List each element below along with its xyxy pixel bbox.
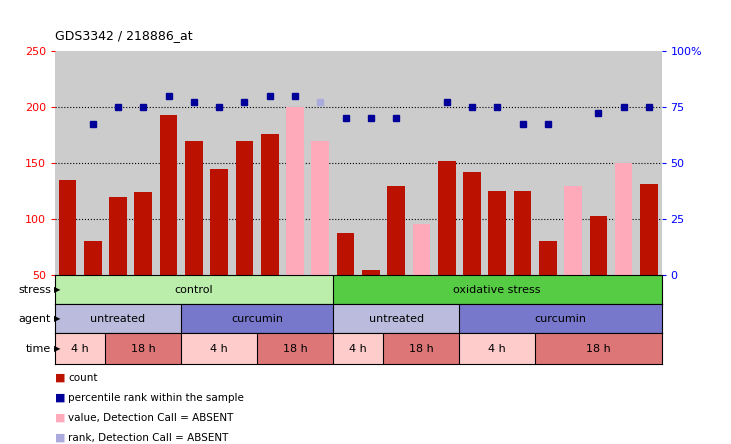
Text: curcumin: curcumin	[534, 313, 586, 324]
Text: ▶: ▶	[54, 285, 61, 294]
Bar	[362, 270, 379, 275]
Bar	[333, 333, 384, 364]
Bar	[640, 184, 658, 275]
Bar	[58, 180, 76, 275]
Text: 18 h: 18 h	[409, 344, 433, 353]
Text: agent: agent	[19, 313, 51, 324]
Text: time: time	[26, 344, 51, 353]
Text: 4 h: 4 h	[349, 344, 367, 353]
Text: curcumin: curcumin	[231, 313, 283, 324]
Text: count: count	[68, 373, 97, 383]
Text: ▶: ▶	[54, 344, 61, 353]
Text: percentile rank within the sample: percentile rank within the sample	[68, 393, 244, 403]
Text: untreated: untreated	[368, 313, 424, 324]
Text: 4 h: 4 h	[71, 344, 89, 353]
Text: control: control	[175, 285, 213, 295]
Bar	[55, 333, 105, 364]
Text: ▶: ▶	[54, 314, 61, 323]
Bar	[564, 186, 582, 275]
Text: GDS3342 / 218886_at: GDS3342 / 218886_at	[55, 29, 192, 42]
Bar	[615, 163, 632, 275]
Bar	[181, 304, 333, 333]
Bar	[105, 333, 181, 364]
Text: ■: ■	[55, 433, 65, 443]
Bar	[459, 304, 662, 333]
Text: 4 h: 4 h	[211, 344, 228, 353]
Text: ■: ■	[55, 393, 65, 403]
Bar	[257, 333, 333, 364]
Bar	[135, 192, 152, 275]
Bar	[535, 333, 662, 364]
Bar	[84, 241, 102, 275]
Text: untreated: untreated	[91, 313, 145, 324]
Bar	[235, 141, 253, 275]
Bar	[384, 333, 459, 364]
Text: rank, Detection Call = ABSENT: rank, Detection Call = ABSENT	[68, 433, 228, 443]
Text: 4 h: 4 h	[488, 344, 506, 353]
Bar	[333, 304, 459, 333]
Bar	[514, 191, 531, 275]
Bar	[286, 107, 304, 275]
Bar	[412, 224, 431, 275]
Text: oxidative stress: oxidative stress	[453, 285, 541, 295]
Bar	[337, 233, 355, 275]
Bar	[311, 141, 329, 275]
Bar	[55, 275, 333, 304]
Bar	[109, 197, 127, 275]
Bar	[488, 191, 506, 275]
Bar	[463, 172, 481, 275]
Text: 18 h: 18 h	[586, 344, 610, 353]
Bar	[55, 304, 181, 333]
Text: value, Detection Call = ABSENT: value, Detection Call = ABSENT	[68, 413, 233, 423]
Bar	[387, 186, 405, 275]
Text: ■: ■	[55, 373, 65, 383]
Bar	[459, 333, 535, 364]
Text: stress: stress	[18, 285, 51, 295]
Bar	[589, 216, 607, 275]
Bar	[438, 161, 455, 275]
Bar	[539, 241, 556, 275]
Bar	[181, 333, 257, 364]
Text: 18 h: 18 h	[131, 344, 156, 353]
Bar	[333, 275, 662, 304]
Bar	[261, 134, 279, 275]
Text: ■: ■	[55, 413, 65, 423]
Bar	[211, 169, 228, 275]
Text: 18 h: 18 h	[283, 344, 307, 353]
Bar	[160, 115, 178, 275]
Bar	[185, 141, 202, 275]
